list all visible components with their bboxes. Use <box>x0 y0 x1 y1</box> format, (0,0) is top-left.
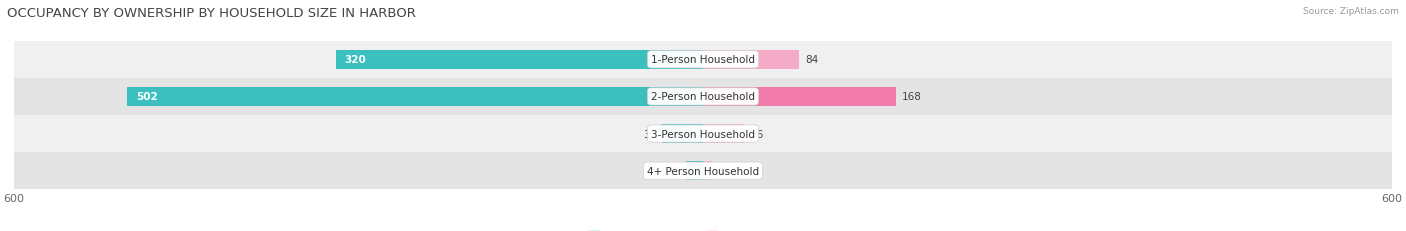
Text: 3-Person Household: 3-Person Household <box>651 129 755 139</box>
Bar <box>336 50 703 70</box>
Text: 1-Person Household: 1-Person Household <box>651 55 755 65</box>
Text: 502: 502 <box>136 92 157 102</box>
Text: 8: 8 <box>718 166 724 176</box>
Bar <box>703 50 800 70</box>
Text: 84: 84 <box>806 55 818 65</box>
Text: 4+ Person Household: 4+ Person Household <box>647 166 759 176</box>
Legend: Owner-occupied, Renter-occupied: Owner-occupied, Renter-occupied <box>583 226 823 231</box>
Bar <box>14 116 1392 152</box>
Bar <box>662 124 703 144</box>
Text: 36: 36 <box>749 129 763 139</box>
Bar <box>686 161 703 181</box>
Text: OCCUPANCY BY OWNERSHIP BY HOUSEHOLD SIZE IN HARBOR: OCCUPANCY BY OWNERSHIP BY HOUSEHOLD SIZE… <box>7 7 416 20</box>
Text: 168: 168 <box>901 92 921 102</box>
Text: 15: 15 <box>666 166 681 176</box>
Bar <box>127 87 703 107</box>
Bar <box>14 152 1392 189</box>
Bar <box>14 79 1392 116</box>
Text: Source: ZipAtlas.com: Source: ZipAtlas.com <box>1303 7 1399 16</box>
Bar <box>14 42 1392 79</box>
Text: 36: 36 <box>643 129 657 139</box>
Bar <box>703 87 896 107</box>
Bar <box>703 124 744 144</box>
Text: 320: 320 <box>344 55 367 65</box>
Bar <box>703 161 713 181</box>
Text: 2-Person Household: 2-Person Household <box>651 92 755 102</box>
